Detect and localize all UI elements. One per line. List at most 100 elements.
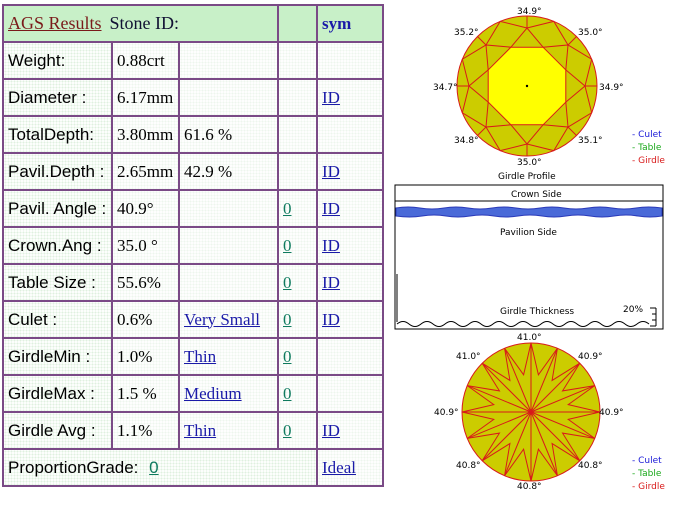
pavilion-main-line [530, 385, 595, 413]
row-link-cell: ID [316, 300, 384, 339]
pavilion-main-line [530, 362, 581, 413]
row-value-cell: 1.0% [111, 337, 180, 376]
upper-girdle-facet-line [485, 20, 528, 46]
row-value-cell: 55.6% [111, 263, 180, 302]
row-grade-link[interactable]: 0 [283, 235, 292, 255]
row-grade-link[interactable]: 0 [283, 198, 292, 218]
row-id-link[interactable]: ID [322, 420, 340, 440]
row-link-cell: ID [316, 263, 384, 302]
row-grade-cell: 0 [277, 226, 318, 265]
row-id-link[interactable]: ID [322, 235, 340, 255]
row-id-link[interactable]: ID [322, 161, 340, 181]
row-label: Culet : [8, 309, 58, 329]
row-value-cell: 0.88crt [111, 41, 180, 80]
crown-top-view-diagram: 34.9° 35.0° 34.9° 35.1° 35.0° 34.8° 34.7… [433, 7, 665, 180]
row-extra-link[interactable]: Medium [184, 383, 242, 403]
result-row: GirdleMin : 1.0% Thin 0 [2, 337, 384, 376]
pavilion-legend-girdle: - Girdle [632, 482, 665, 492]
row-label-cell: GirdleMax : [2, 374, 113, 413]
row-label: Girdle Avg : [8, 420, 96, 440]
crown-facets [457, 16, 597, 156]
pavilion-angle-s: 40.8° [517, 482, 542, 492]
row-link-cell [316, 374, 384, 413]
girdle-band [395, 206, 663, 218]
row-extra-link[interactable]: Thin [184, 420, 217, 440]
row-extra-cell [178, 226, 279, 265]
proportion-ideal-link[interactable]: Ideal [322, 457, 356, 477]
row-extra-cell: 42.9 % [178, 152, 279, 191]
row-id-link[interactable]: ID [322, 198, 340, 218]
row-label: Diameter : [8, 87, 87, 107]
results-title: AGS Results [8, 13, 102, 33]
pavilion-main-line [530, 411, 595, 439]
row-label-cell: Pavil.Depth : [2, 152, 113, 191]
row-value: 6.17mm [117, 87, 174, 107]
crown-legend-table: - Table [632, 143, 662, 153]
row-grade-link[interactable]: 0 [283, 309, 292, 329]
row-grade-link[interactable]: 0 [283, 383, 292, 403]
row-id-link[interactable]: ID [322, 272, 340, 292]
row-value-cell: 3.80mm [111, 115, 180, 154]
pavilion-main-line [504, 348, 532, 413]
header-cell: AGS Results Stone ID: [2, 4, 279, 43]
row-extra-link[interactable]: Very Small [184, 309, 261, 329]
pavilion-side-label: Pavilion Side [500, 228, 557, 238]
pavilion-main-line [467, 385, 532, 413]
lower-girdle-line [467, 432, 501, 462]
girdle-profile-caption: Girdle Profile [498, 172, 556, 180]
pavilion-angle-sw: 40.8° [456, 461, 481, 471]
row-value: 2.65mm [117, 161, 174, 181]
row-value-cell: 35.0 ° [111, 226, 180, 265]
sym-label: sym [322, 13, 352, 33]
row-id-link[interactable]: ID [322, 309, 340, 329]
row-value: 1.0% [117, 346, 153, 366]
row-grade-link[interactable]: 0 [283, 420, 292, 440]
row-label-cell: Culet : [2, 300, 113, 339]
lower-girdle-line [561, 362, 595, 392]
row-extra-cell [178, 263, 279, 302]
row-value-cell: 40.9° [111, 189, 180, 228]
crown-angle-s: 35.0° [517, 158, 542, 168]
row-extra-cell: Thin [178, 337, 279, 376]
pavilion-legend-culet: - Culet [632, 456, 662, 466]
row-value: 0.6% [117, 309, 153, 329]
row-grade-link[interactable]: 0 [283, 272, 292, 292]
row-extra-link[interactable]: Thin [184, 346, 217, 366]
result-row: Pavil. Angle : 40.9° 0 ID [2, 189, 384, 228]
pavilion-main-line [530, 348, 558, 413]
row-label: GirdleMin : [8, 346, 91, 366]
pavilion-main-line [481, 362, 532, 413]
row-value: 0.88crt [117, 50, 165, 70]
pavilion-angle-e: 40.9° [599, 408, 624, 418]
row-value-cell: 1.1% [111, 411, 180, 450]
row-label: TotalDepth: [8, 124, 94, 144]
row-grade-link[interactable]: 0 [283, 346, 292, 366]
row-id-link[interactable]: ID [322, 87, 340, 107]
row-value: 1.1% [117, 420, 153, 440]
pavilion-main-line [530, 411, 558, 476]
pavilion-facets [461, 342, 601, 482]
pavilion-angle-w: 40.9° [434, 408, 459, 418]
proportion-ideal-cell: Ideal [316, 448, 384, 487]
result-row: Table Size : 55.6% 0 ID [2, 263, 384, 302]
lower-girdle-line [481, 442, 511, 476]
proportion-grade-link[interactable]: 0 [149, 457, 159, 477]
row-value: 1.5 % [117, 383, 157, 403]
row-link-cell: ID [316, 411, 384, 450]
result-row: GirdleMax : 1.5 % Medium 0 [2, 374, 384, 413]
crown-angle-se: 35.1° [578, 136, 603, 146]
proportion-label: ProportionGrade: [8, 457, 139, 477]
header-empty [277, 4, 318, 43]
row-value-cell: 1.5 % [111, 374, 180, 413]
thickness-scale [650, 307, 657, 327]
row-label: Weight: [8, 50, 66, 70]
lower-girdle-line [481, 348, 511, 382]
row-grade-cell [277, 115, 318, 154]
culet-dot [525, 84, 529, 88]
pavilion-bottom-view-diagram: 41.0° 40.9° 40.9° 40.8° 40.8° 40.8° 40.9… [434, 333, 665, 492]
row-link-cell [316, 115, 384, 154]
pavilion-main-line [504, 411, 532, 476]
pavilion-main-line [467, 411, 532, 439]
row-extra-cell [178, 78, 279, 117]
lower-girdle-line [551, 442, 581, 476]
